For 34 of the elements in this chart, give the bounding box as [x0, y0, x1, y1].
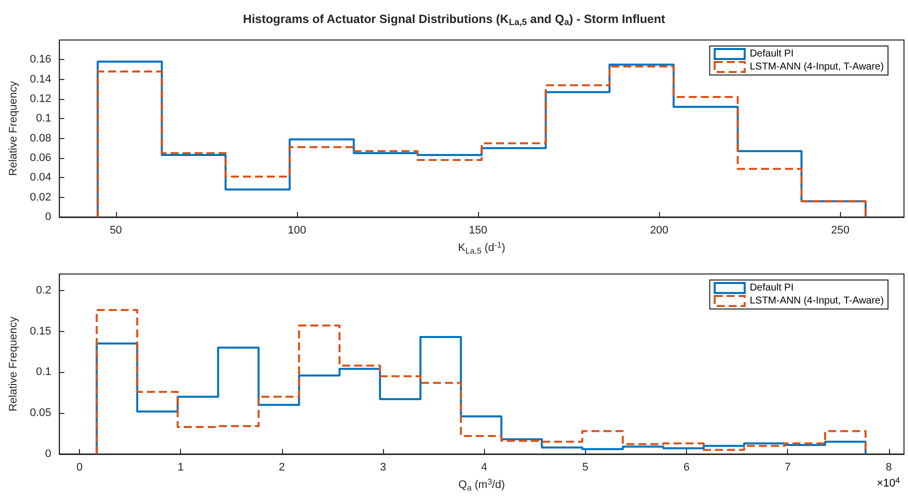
y-tick-label: 0.12: [30, 93, 52, 105]
y-tick-label: 0.08: [30, 132, 52, 144]
legend-label: LSTM-ANN (4-Input, T-Aware): [750, 296, 884, 306]
x-tick-label: 6: [683, 462, 690, 474]
x-tick-label: 7: [784, 462, 791, 474]
legend-label: Default PI: [750, 282, 794, 294]
y-tick-label: 0: [45, 211, 52, 223]
x-tick-label: 2: [278, 462, 285, 474]
y-tick-label: 0.04: [30, 172, 52, 184]
x-tick-label: 8: [886, 462, 892, 474]
x-tick-label: 50: [110, 224, 122, 236]
y-tick-label: 0.1: [36, 112, 52, 125]
legend-label: LSTM-ANN (4-Input, T-Aware): [750, 62, 884, 72]
legend-label: Default PI: [750, 48, 794, 60]
y-tick-label: 0.2: [36, 284, 52, 296]
y-tick-label: 0.05: [30, 407, 52, 420]
y-tick-label: 0.1: [36, 366, 52, 378]
x-tick-label: 100: [288, 224, 306, 236]
x-tick-label: 200: [650, 224, 668, 236]
y-tick-label: 0: [45, 448, 52, 460]
y-tick-label: 0.02: [30, 191, 52, 204]
y-tick-label: 0.16: [30, 54, 52, 66]
y-tick-label: 0.06: [30, 152, 52, 164]
y-axis-title: Relative Frequency: [8, 316, 20, 412]
x-tick-label: 4: [481, 462, 488, 474]
x-tick-label: 150: [468, 224, 488, 236]
x-tick-label: 1: [178, 462, 184, 474]
x-tick-label: 250: [831, 224, 850, 236]
x-tick-label: 0: [76, 462, 83, 474]
y-tick-label: 0.15: [30, 325, 52, 338]
x-tick-label: 3: [380, 462, 386, 474]
y-axis-title: Relative Frequency: [8, 80, 20, 176]
x-tick-label: 5: [582, 462, 588, 474]
y-tick-label: 0.14: [30, 73, 52, 86]
